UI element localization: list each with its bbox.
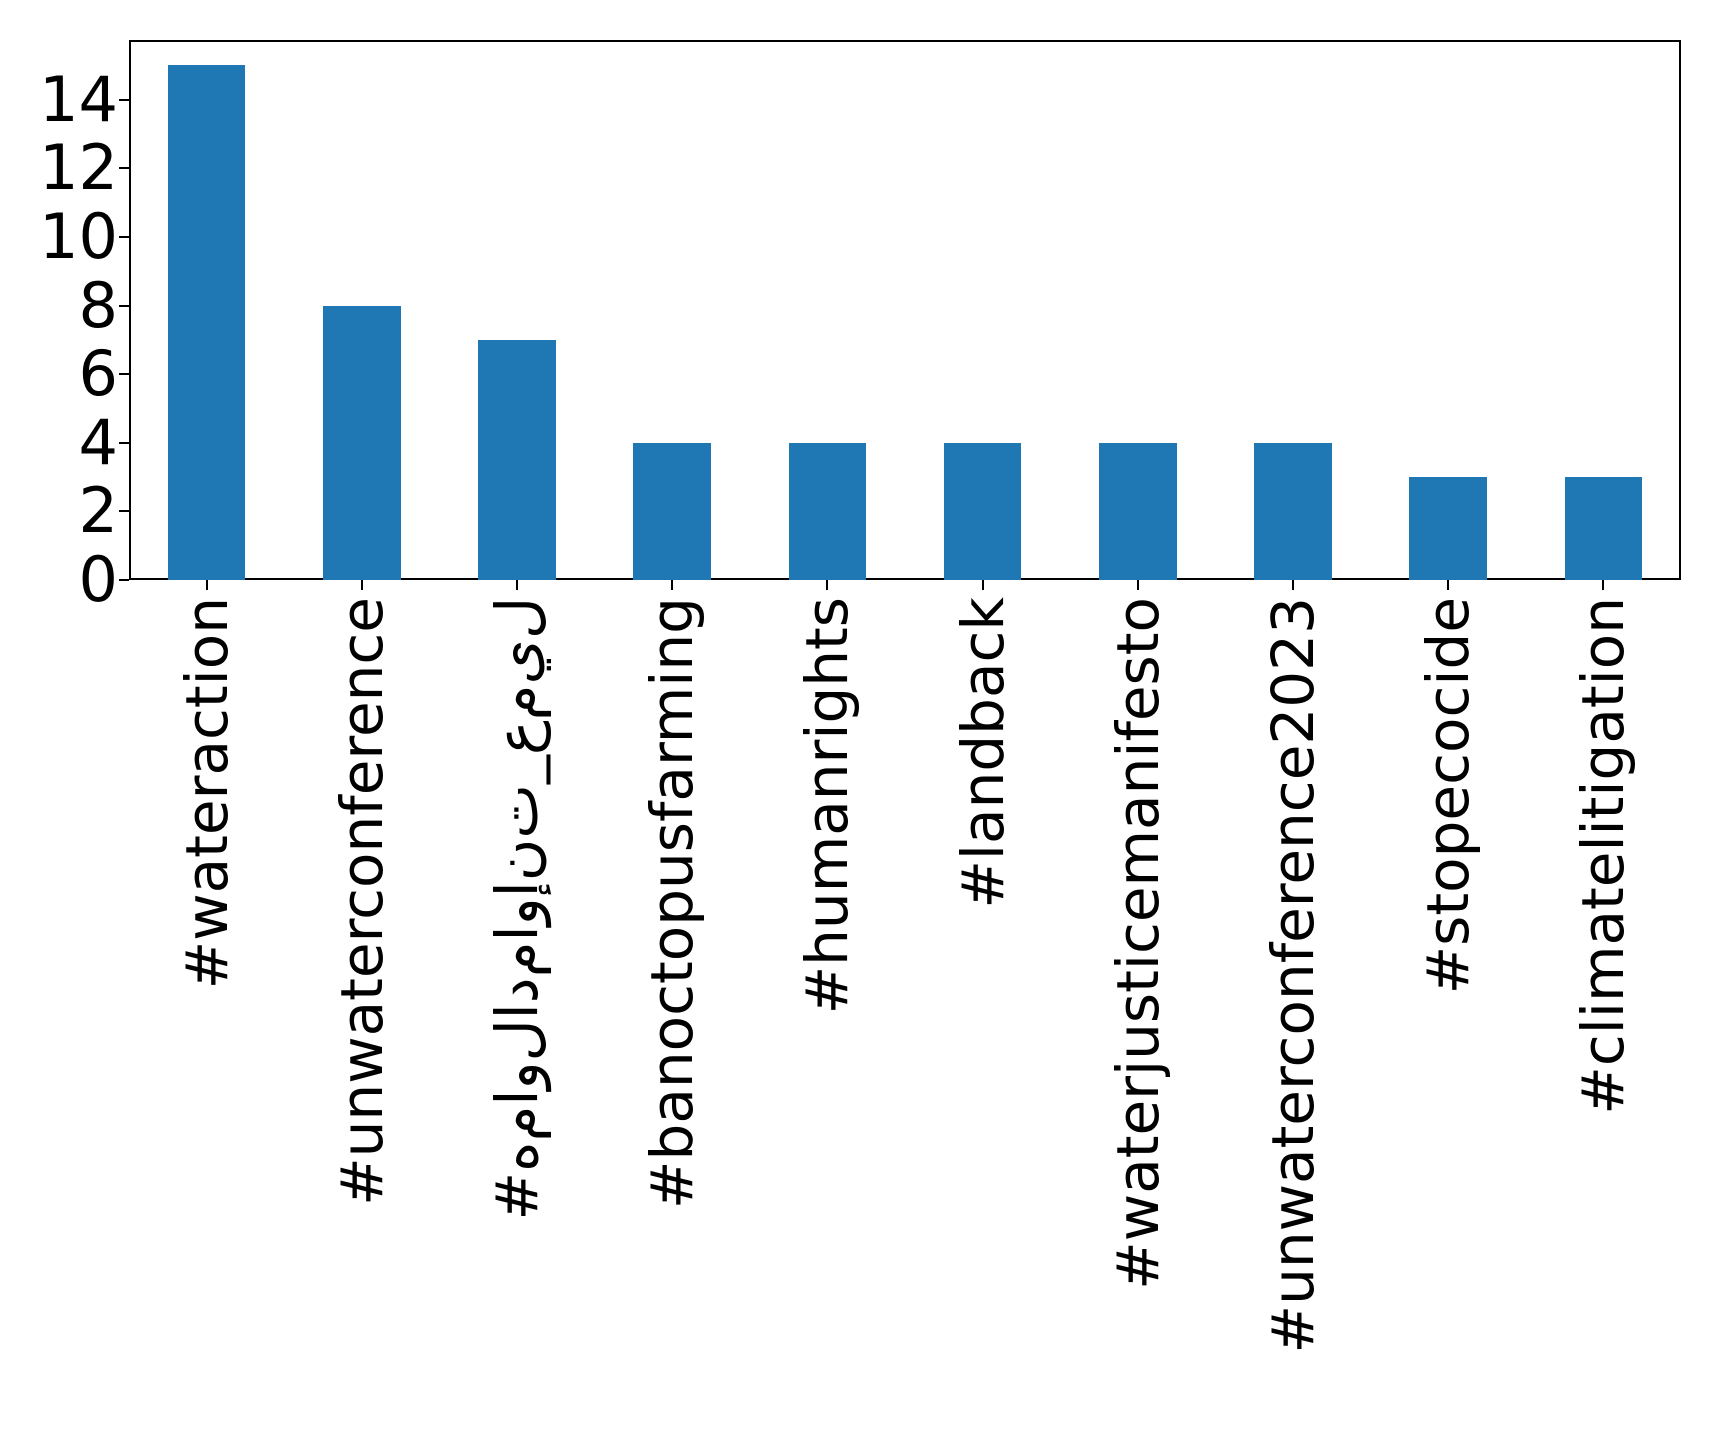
x-tick-mark [1447, 580, 1450, 590]
bar [1409, 477, 1487, 580]
y-tick-mark [119, 304, 129, 307]
y-tick-mark [119, 441, 129, 444]
bar [1564, 477, 1643, 580]
x-tick-label: #ه‌م‌ا‌و‌ل‌ا‌د‌م‌ا‌و‌إ‌ن‌ت_ع‌م‌ي‌ل [483, 597, 551, 1221]
bar [1254, 442, 1332, 580]
x-tick-mark [1602, 580, 1605, 590]
x-tick-mark [981, 580, 984, 590]
x-tick-mark [1292, 580, 1294, 590]
x-tick-mark [516, 580, 518, 590]
x-tick-mark [1136, 580, 1139, 590]
y-tick-label: 10 [39, 199, 118, 273]
y-tick-label: 14 [39, 62, 118, 136]
y-tick-label: 4 [78, 405, 118, 479]
x-tick-label: #stopecocide [1414, 597, 1483, 995]
y-tick-label: 0 [78, 543, 118, 616]
x-tick-label: #humanrights [793, 597, 862, 1015]
x-tick-label: #climatelitigation [1569, 597, 1638, 1115]
y-tick-label: 12 [39, 131, 118, 205]
bar [1099, 442, 1177, 580]
bar [478, 339, 556, 580]
x-tick-mark [671, 580, 674, 590]
x-tick-label: #banoctopusfarming [638, 597, 707, 1210]
x-tick-label: #landback [948, 597, 1017, 909]
y-tick-mark [119, 373, 129, 376]
x-tick-mark [205, 580, 208, 590]
bar [633, 442, 711, 580]
x-tick-label: #waterjusticemanifesto [1103, 597, 1172, 1290]
bar [943, 442, 1022, 580]
x-tick-label: #unwaterconference [327, 597, 396, 1206]
x-tick-label: #unwaterconference2023 [1259, 597, 1327, 1354]
y-tick-label: 2 [78, 474, 118, 548]
bar [788, 442, 867, 580]
y-tick-mark [119, 510, 129, 513]
x-tick-mark [360, 580, 363, 590]
bar [323, 305, 401, 580]
y-tick-mark [119, 579, 129, 581]
y-tick-mark [119, 235, 129, 238]
x-tick-mark [826, 580, 829, 590]
bar [167, 65, 246, 580]
x-tick-label: #wateraction [172, 597, 241, 990]
y-tick-mark [119, 167, 129, 170]
y-tick-mark [119, 98, 129, 101]
y-tick-label: 8 [78, 268, 118, 342]
y-tick-label: 6 [78, 337, 118, 411]
